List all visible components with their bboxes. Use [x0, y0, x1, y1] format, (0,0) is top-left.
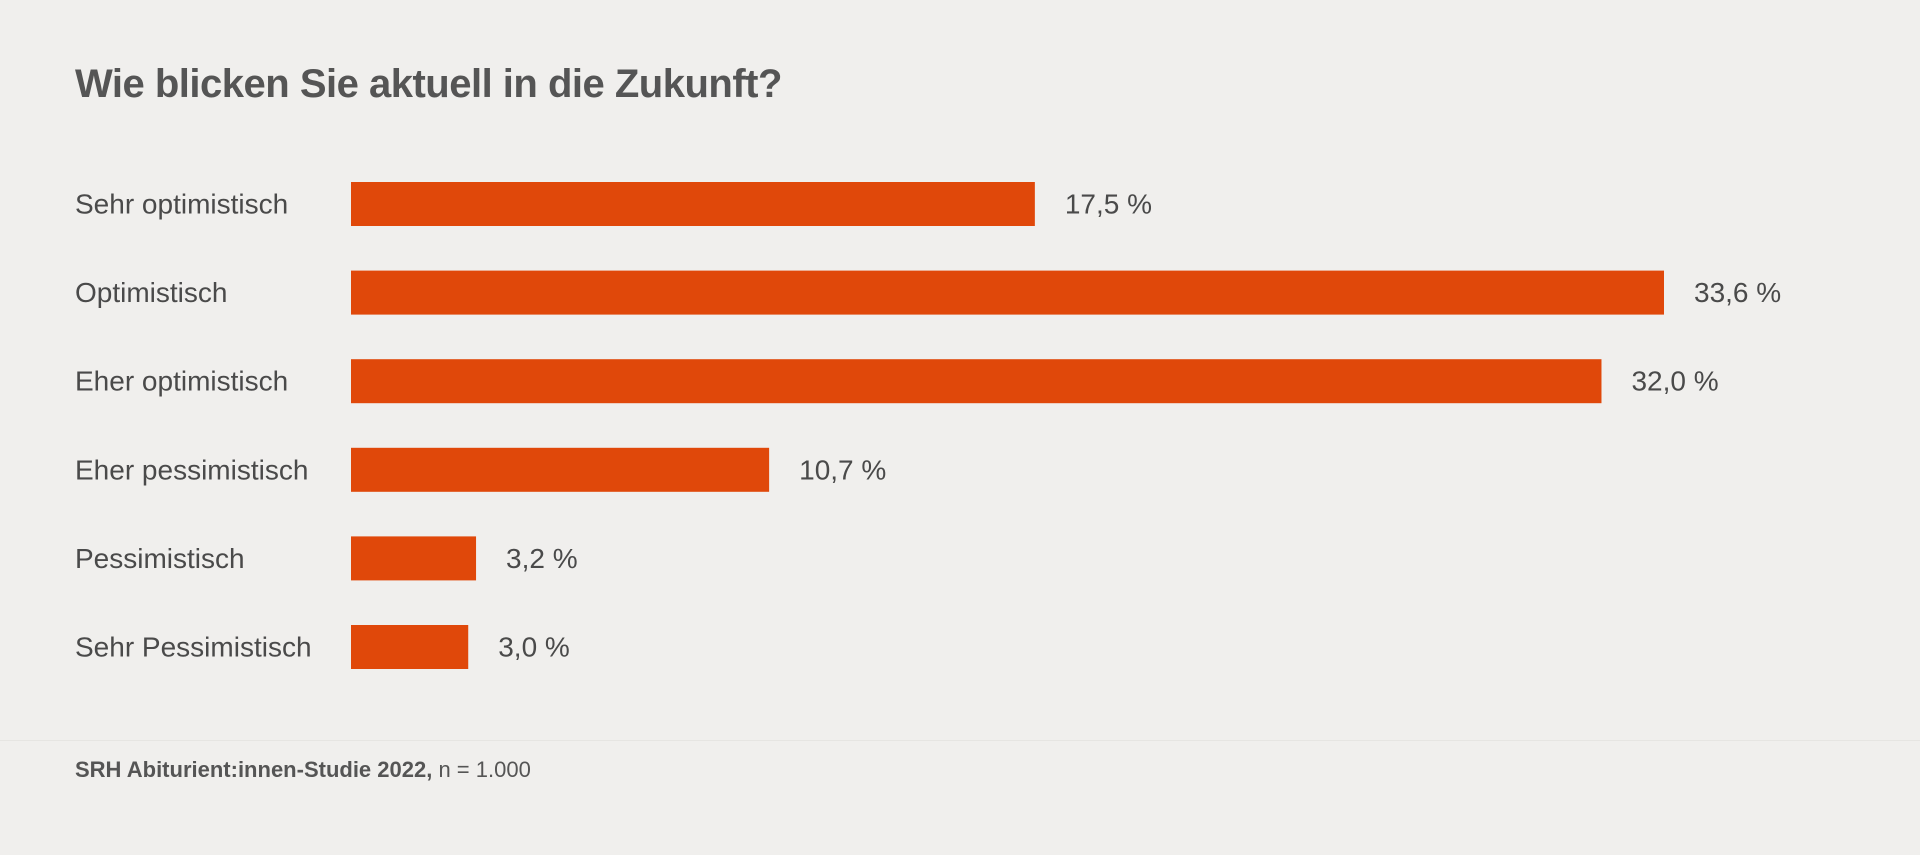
source-study: SRH Abiturient:innen-Studie 2022,: [75, 757, 433, 782]
value-label-pessimistisch: 3,2 %: [506, 543, 578, 574]
category-label-sehr-pessimistisch: Sehr Pessimistisch: [75, 632, 312, 663]
value-label-eher-pessimistisch: 10,7 %: [799, 454, 886, 485]
value-label-sehr-pessimistisch: 3,0 %: [498, 632, 570, 663]
source-sample-size: n = 1.000: [432, 757, 531, 782]
category-label-sehr-optimistisch: Sehr optimistisch: [75, 189, 288, 220]
bar-pessimistisch: [351, 536, 477, 581]
category-label-pessimistisch: Pessimistisch: [75, 543, 245, 574]
bar-chart: Sehr optimistisch 17,5 % Optimistisch 33,6 …: [75, 182, 1781, 669]
category-label-eher-pessimistisch: Eher pessimistisch: [75, 454, 308, 485]
value-label-eher-optimistisch: 32,0 %: [1631, 366, 1718, 397]
value-label-sehr-optimistisch: 17,5 %: [1065, 189, 1152, 220]
bar-eher-optimistisch: [351, 359, 1602, 404]
source-note: SRH Abiturient:innen-Studie 2022, n = 1.…: [75, 757, 531, 783]
bar-sehr-optimistisch: [351, 182, 1035, 226]
value-label-optimistisch: 33,6 %: [1694, 277, 1781, 308]
category-label-eher-optimistisch: Eher optimistisch: [75, 366, 288, 397]
category-label-optimistisch: Optimistisch: [75, 277, 227, 308]
footer-divider: [0, 740, 1920, 741]
bar-sehr-pessimistisch: [351, 625, 469, 669]
bar-eher-pessimistisch: [351, 447, 770, 492]
chart-title: Wie blicken Sie aktuell in die Zukunft?: [75, 62, 782, 106]
bar-optimistisch: [351, 270, 1664, 315]
